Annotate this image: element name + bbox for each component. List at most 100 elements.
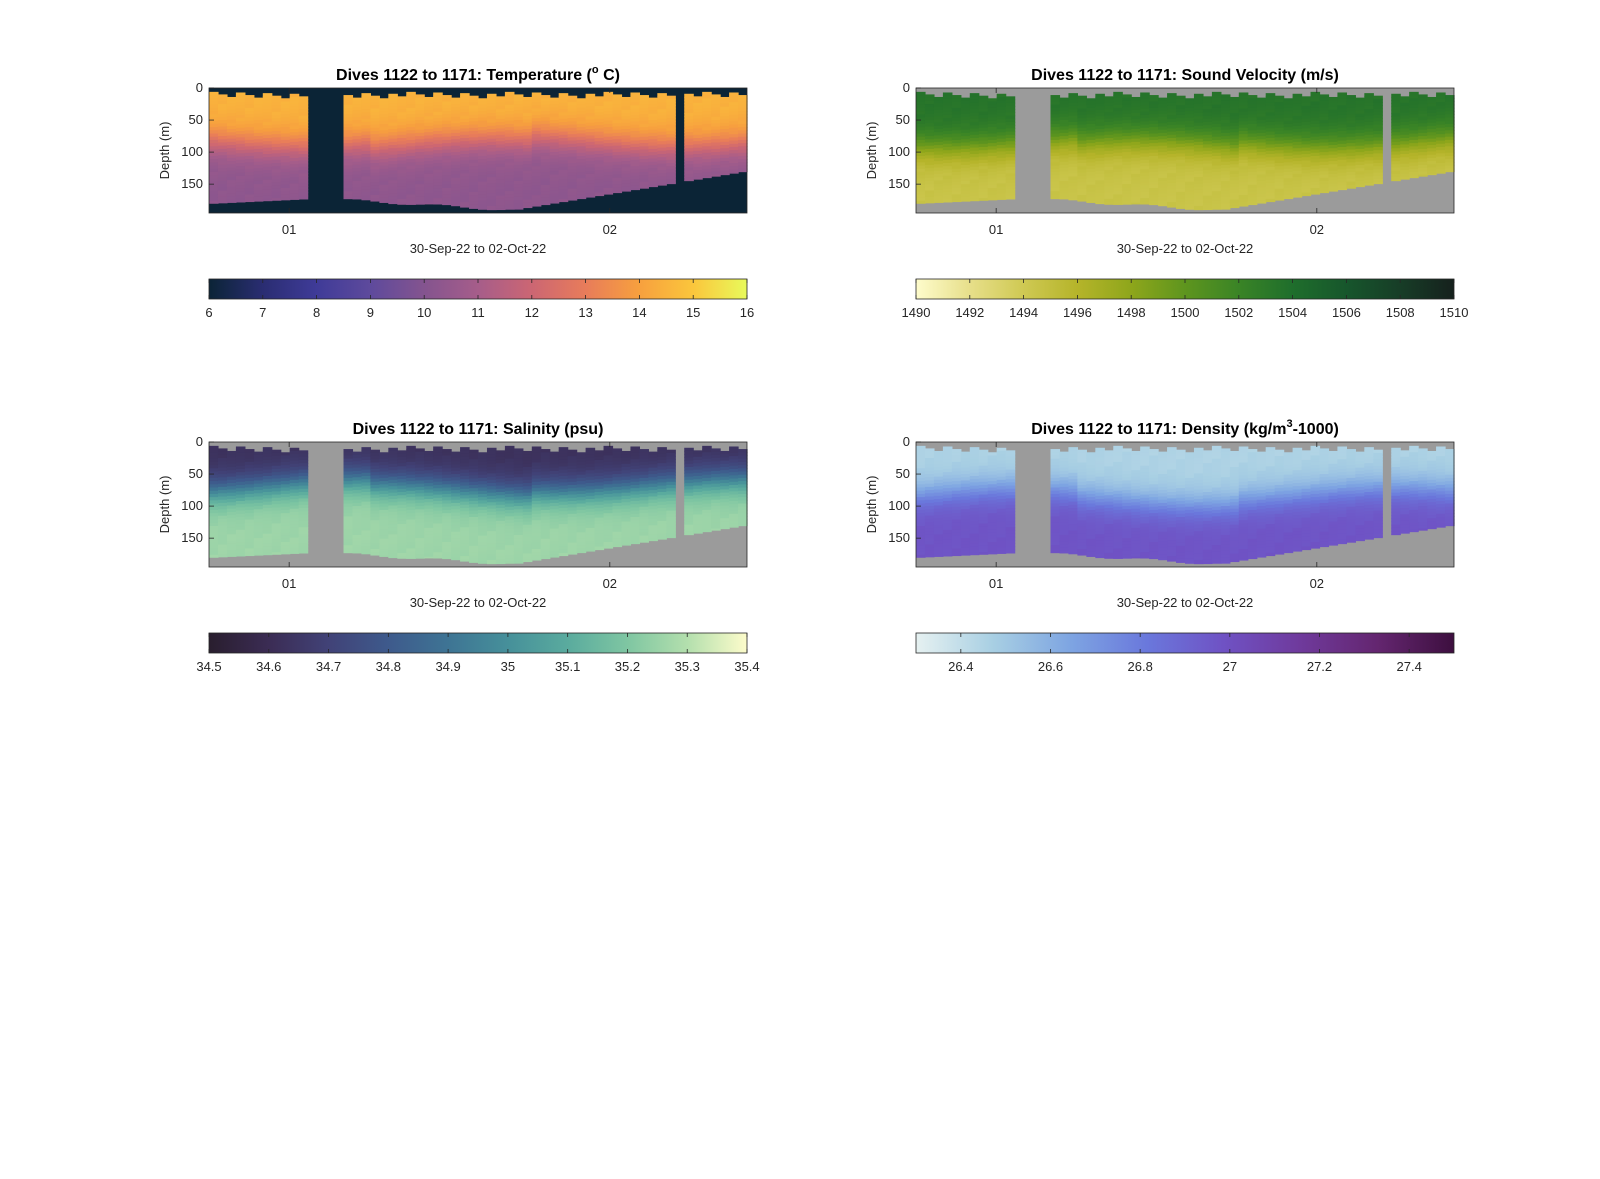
data-cell [460,549,470,554]
data-cell [460,556,470,560]
data-cell [495,469,506,474]
data-cell [460,134,470,139]
data-cell [370,188,380,193]
data-cell [1373,182,1383,185]
data-cell [486,527,497,532]
data-cell [253,528,264,533]
data-cell [630,150,640,154]
data-cell [1131,202,1141,205]
data-cell [942,140,953,145]
data-cell [1122,113,1132,118]
data-cell [1122,177,1132,182]
data-cell [924,161,935,166]
data-cell [540,449,551,453]
data-cell [916,117,926,122]
y-tick-label: 0 [196,80,203,95]
data-cell [442,168,452,173]
data-cell [280,493,291,498]
data-cell [352,470,363,475]
data-cell [1140,185,1150,190]
data-cell [1319,97,1330,102]
data-cell [1193,186,1204,191]
data-cell [370,124,380,129]
data-cell [478,168,488,173]
data-cell [271,504,282,508]
data-cell [558,160,569,165]
data-cell [1373,166,1383,171]
data-cell [442,503,452,508]
data-cell [531,472,542,476]
data-cell [612,177,623,182]
data-cell [951,181,962,186]
data-cell [262,520,273,525]
data-cell [1229,113,1240,117]
data-cell [478,500,488,505]
data-cell [1328,135,1339,140]
data-cell [388,537,398,542]
data-cell [217,110,228,115]
data-cell [942,102,953,106]
data-cell [612,110,623,115]
data-cell [298,138,309,142]
data-cell [1176,95,1186,100]
data-cell [451,123,461,128]
data-cell [379,171,389,176]
data-cell [1238,105,1249,110]
data-cell [451,107,461,112]
data-cell [1140,169,1150,174]
data-cell [531,118,542,122]
data-cell [621,151,632,156]
data-cell [235,182,246,187]
data-cell [244,98,255,103]
data-cell [433,118,443,122]
data-cell [289,495,300,500]
data-cell [1104,125,1114,129]
data-cell [540,98,551,103]
data-cell [415,174,425,179]
data-cell [209,107,219,112]
data-cell [1427,119,1437,124]
data-cell [513,470,524,475]
data-cell [235,468,246,473]
data-cell [433,191,443,196]
data-cell [442,477,452,482]
data-cell [370,491,380,496]
data-cell [289,454,300,458]
data-cell [942,188,953,193]
data-cell [1364,179,1374,184]
data-cell [1445,98,1455,103]
data-cell [522,189,533,194]
data-cell [1167,154,1177,158]
data-cell [253,97,264,102]
data-cell [397,508,407,512]
data-cell [262,154,273,158]
data-cell [1265,150,1276,155]
data-cell [711,129,721,134]
data-cell [987,159,998,163]
data-cell [244,111,255,115]
data-cell [1202,202,1213,206]
data-cell [978,182,989,187]
data-cell [415,164,425,169]
data-cell [397,173,407,178]
data-cell [406,194,416,199]
data-cell [433,523,443,528]
data-cell [406,519,416,524]
data-cell [226,119,237,124]
data-cell [244,503,255,508]
data-cell [289,183,300,188]
data-cell [1202,176,1213,181]
data-cell [1310,130,1321,135]
data-cell [451,152,461,156]
data-cell [370,468,380,473]
data-cell [298,125,309,129]
data-cell [738,159,748,163]
data-cell [433,166,443,171]
data-cell [531,143,542,148]
data-cell [253,196,264,201]
data-cell [1364,125,1374,129]
data-cell [209,529,219,533]
data-cell [262,485,273,490]
data-cell [361,121,371,126]
data-cell [495,186,506,190]
